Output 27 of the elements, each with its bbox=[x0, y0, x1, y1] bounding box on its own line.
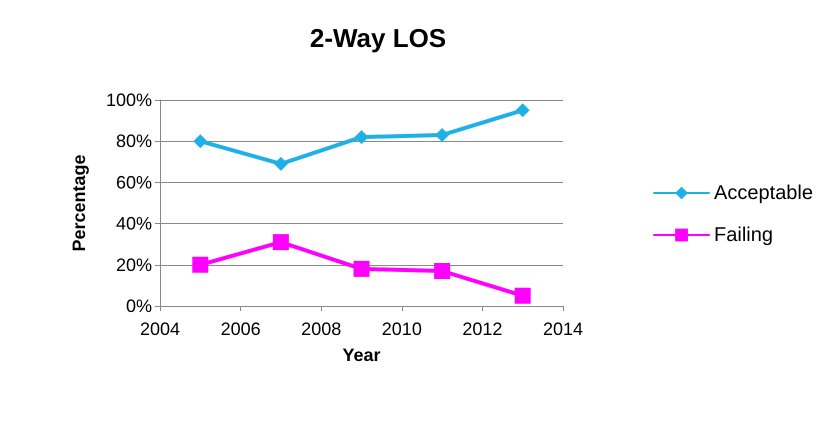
x-tick-label: 2004 bbox=[140, 319, 180, 339]
x-tick-label: 2010 bbox=[382, 319, 422, 339]
y-tick-label: 0% bbox=[126, 296, 152, 316]
x-axis-title: Year bbox=[342, 345, 381, 365]
point bbox=[192, 256, 208, 273]
x-tick-label: 2008 bbox=[301, 319, 342, 339]
y-tick-label: 100% bbox=[106, 90, 152, 110]
y-tick-label: 80% bbox=[116, 131, 152, 152]
x-tick-label: 2012 bbox=[462, 319, 502, 339]
y-tick-label: 40% bbox=[116, 214, 152, 234]
x-tick-label: 2006 bbox=[220, 319, 261, 339]
legend-label: Acceptable bbox=[714, 182, 814, 204]
point bbox=[435, 128, 450, 142]
x-tick-label: 2014 bbox=[542, 319, 584, 339]
point bbox=[272, 234, 289, 250]
point bbox=[516, 103, 530, 118]
legend-label: Failing bbox=[714, 224, 773, 246]
point bbox=[354, 130, 368, 144]
point bbox=[354, 260, 370, 277]
y-axis-title: Percentage bbox=[69, 154, 89, 252]
chart-title: 2-Way LOS bbox=[310, 23, 446, 53]
y-tick-label: 60% bbox=[116, 172, 152, 192]
point bbox=[434, 262, 450, 279]
point bbox=[514, 288, 531, 304]
point bbox=[193, 134, 208, 148]
point bbox=[274, 156, 288, 171]
y-tick-label: 20% bbox=[116, 254, 152, 275]
